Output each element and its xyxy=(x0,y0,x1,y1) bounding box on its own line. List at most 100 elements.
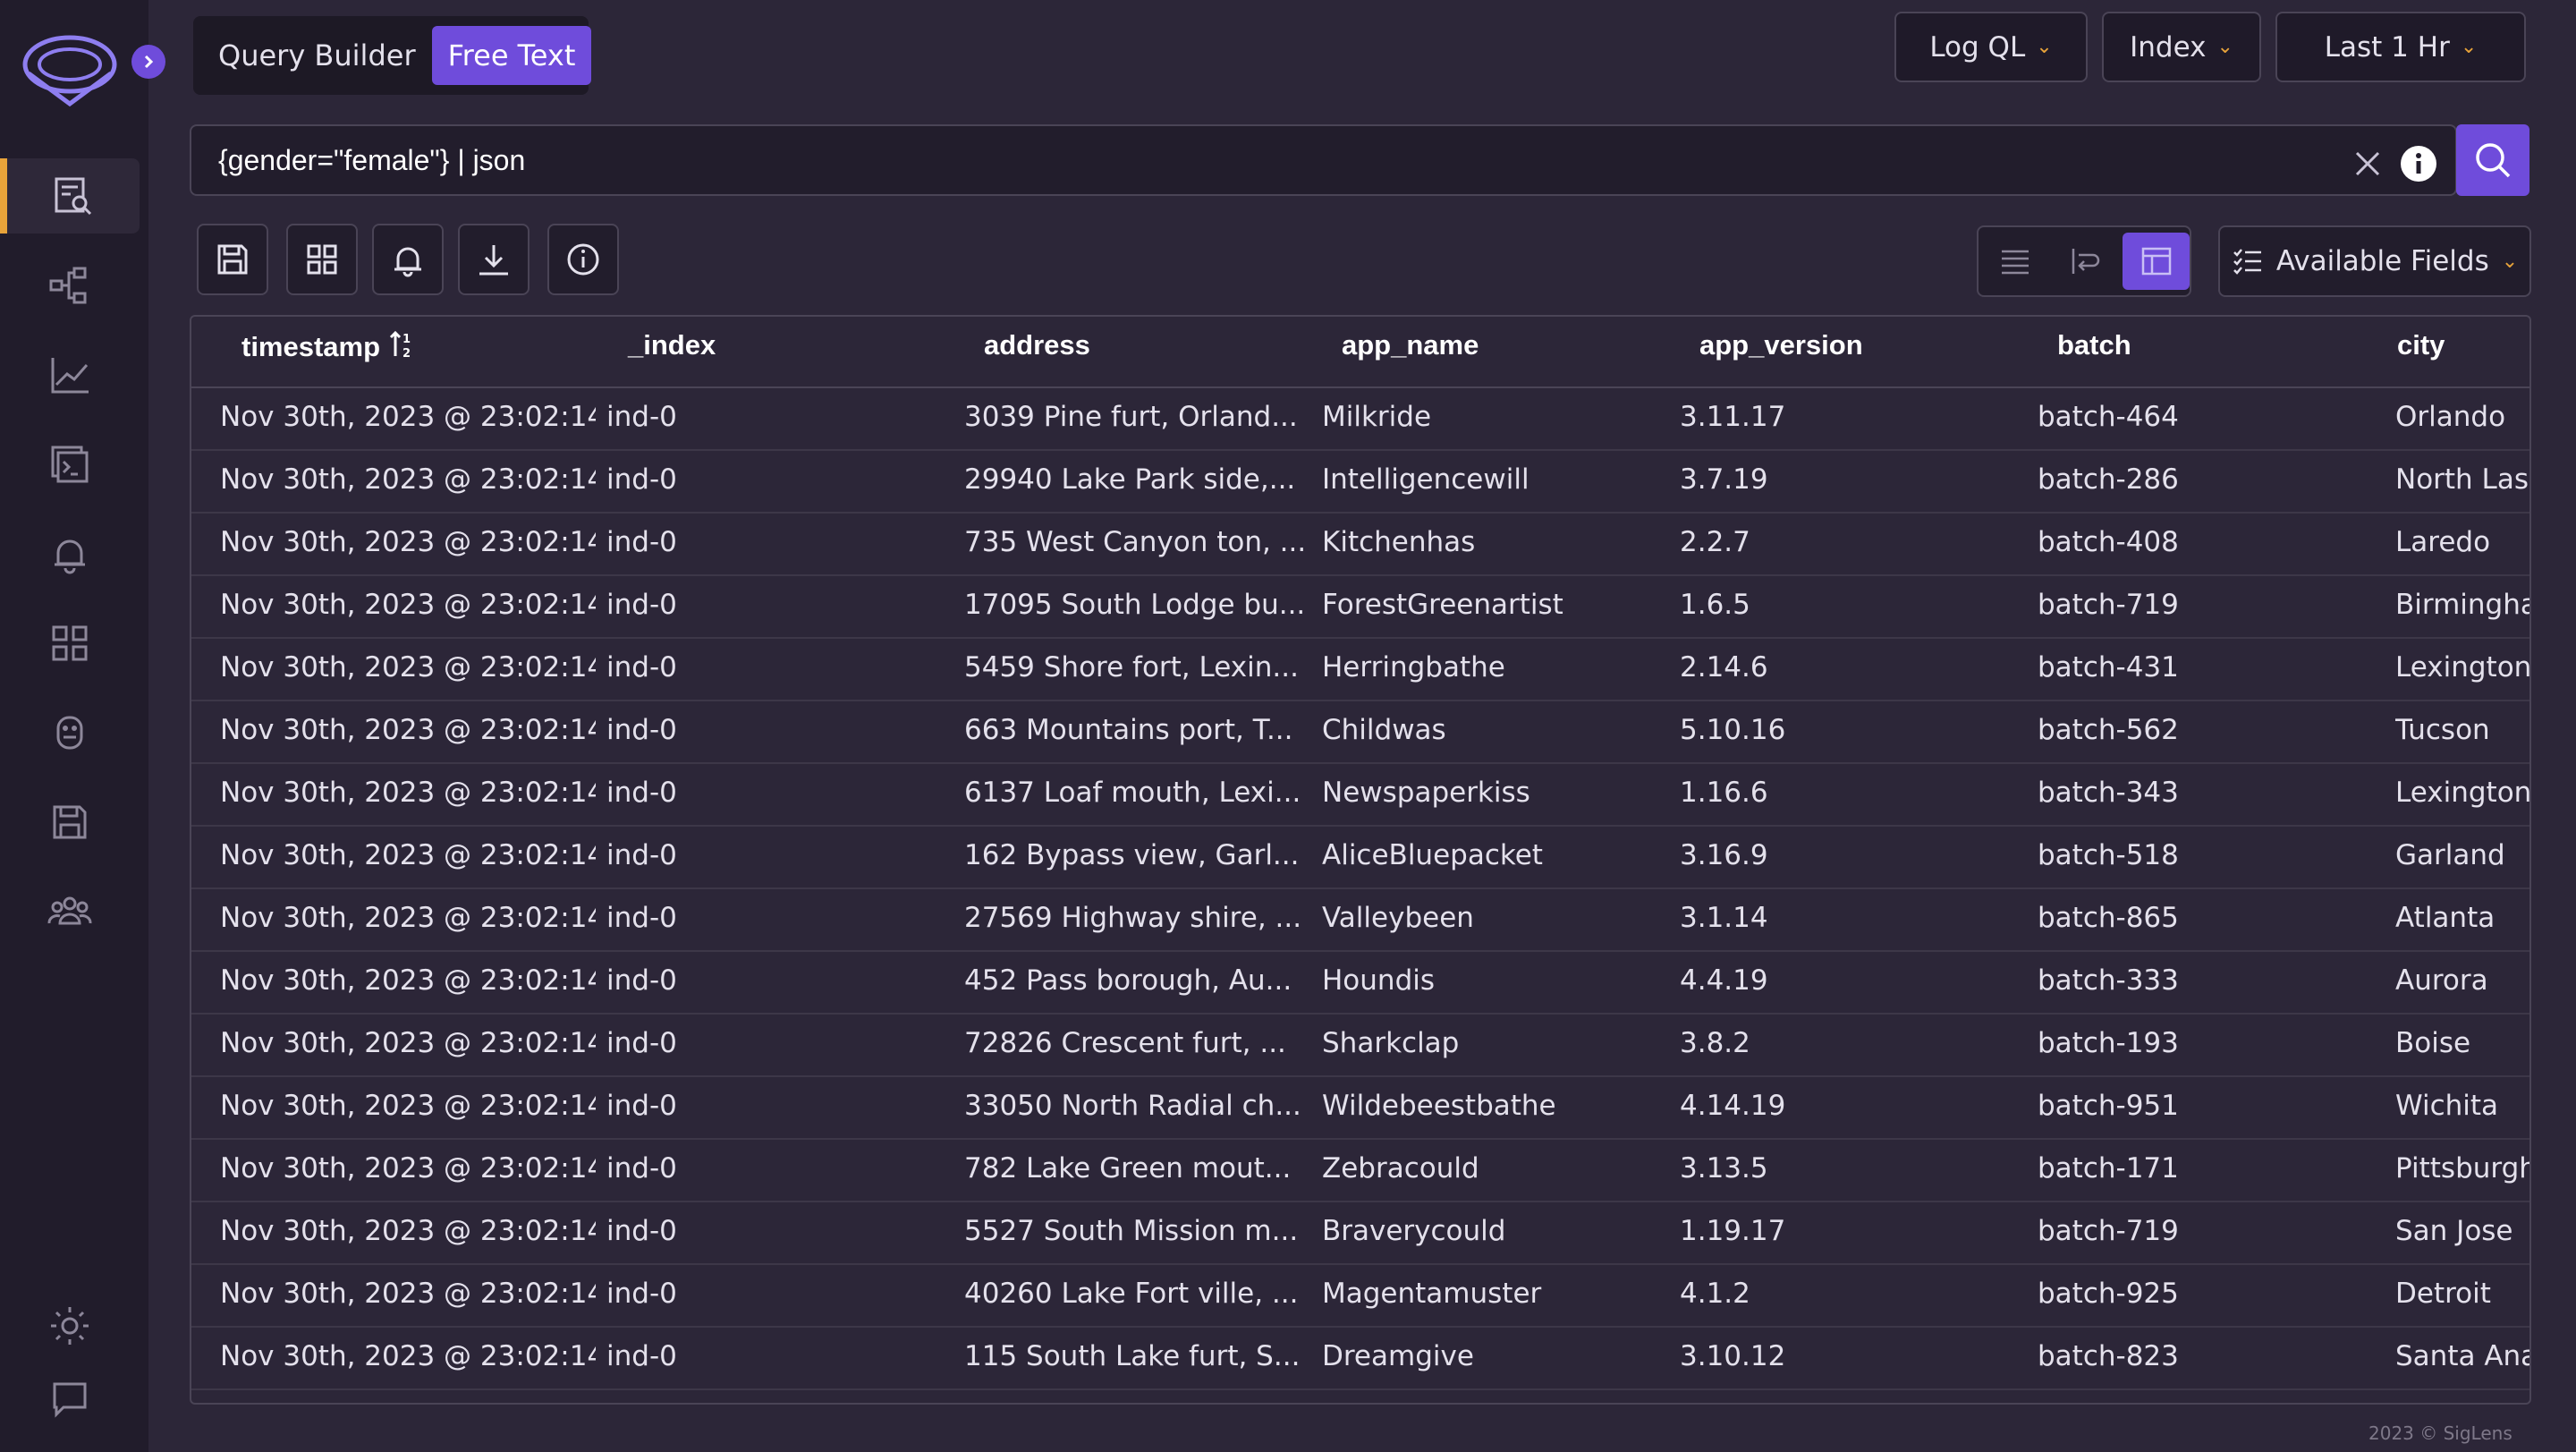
column-header-city[interactable]: city xyxy=(2397,329,2445,361)
query-input[interactable] xyxy=(218,126,2275,194)
table-row[interactable]: Nov 30th, 2023 @ 23:02:14 ind-0 5527 South… xyxy=(191,1202,2529,1265)
table-cell-index: ind-0 xyxy=(606,526,677,558)
table-cell-appname: Childwas xyxy=(1322,714,1446,746)
time-range-dropdown[interactable]: Last 1 Hr ⌄ xyxy=(2275,12,2526,82)
info-icon xyxy=(567,243,599,276)
table-row[interactable]: Nov 30th, 2023 @ 23:02:14 ind-0 663 Mounta… xyxy=(191,701,2529,764)
header-divider xyxy=(191,386,2529,388)
search-icon xyxy=(2476,143,2511,178)
sort-ascending-icon[interactable]: 12 xyxy=(388,329,419,361)
query-language-dropdown[interactable]: Log QL ⌄ xyxy=(1894,12,2088,82)
table-cell-appversion: 4.14.19 xyxy=(1680,1090,1786,1122)
table-row[interactable]: Nov 30th, 2023 @ 23:02:14 ind-0 33050 Nort… xyxy=(191,1077,2529,1140)
table-cell-appversion: 2.14.6 xyxy=(1680,651,1768,684)
table-cell-timestamp: Nov 30th, 2023 @ 23:02:14 xyxy=(220,1340,596,1372)
table-cell-appname: Braverycould xyxy=(1322,1215,1506,1247)
table-cell-batch: batch-719 xyxy=(2038,1215,2179,1247)
table-cell-batch: batch-171 xyxy=(2038,1152,2179,1185)
table-row[interactable]: Nov 30th, 2023 @ 23:02:14 ind-0 3039 Pine … xyxy=(191,388,2529,451)
free-text-tab[interactable]: Free Text xyxy=(431,26,592,85)
table-row[interactable]: Nov 30th, 2023 @ 23:02:14 ind-0 162 Bypass… xyxy=(191,827,2529,889)
download-button[interactable] xyxy=(458,224,530,295)
table-row[interactable]: Nov 30th, 2023 @ 23:02:14 ind-0 17095 Sout… xyxy=(191,576,2529,639)
table-row[interactable]: Nov 30th, 2023 @ 23:02:14 ind-0 29940 Lake… xyxy=(191,451,2529,514)
table-cell-appversion: 3.10.12 xyxy=(1680,1340,1786,1372)
nav-users[interactable] xyxy=(0,874,140,949)
table-cell-batch: batch-823 xyxy=(2038,1340,2179,1372)
table-view-button[interactable] xyxy=(2123,233,2190,290)
column-header-app-name[interactable]: app_name xyxy=(1342,329,1479,361)
table-cell-appname: Magentamuster xyxy=(1322,1278,1542,1310)
index-dropdown[interactable]: Index ⌄ xyxy=(2102,12,2261,82)
table-cell-city: Wichita xyxy=(2395,1090,2499,1122)
table-cell-address: 6137 Loaf mouth, Lexi... xyxy=(964,777,1301,809)
table-cell-timestamp: Nov 30th, 2023 @ 23:02:14 xyxy=(220,651,596,684)
table-cell-timestamp: Nov 30th, 2023 @ 23:02:14 xyxy=(220,1278,596,1310)
bell-icon xyxy=(394,247,421,277)
table-cell-address: 452 Pass borough, Au... xyxy=(964,964,1292,997)
info-button[interactable] xyxy=(547,224,619,295)
expand-sidebar-button[interactable] xyxy=(131,45,165,79)
nav-service-graph[interactable] xyxy=(0,248,140,323)
column-header-app-version[interactable]: app_version xyxy=(1699,329,1863,361)
table-row[interactable]: Nov 30th, 2023 @ 23:02:14 ind-0 40260 Lake… xyxy=(191,1265,2529,1328)
table-row[interactable]: Nov 30th, 2023 @ 23:02:14 ind-0 5459 Shore… xyxy=(191,639,2529,701)
checklist-icon xyxy=(2233,249,2261,275)
nav-queries[interactable] xyxy=(0,427,140,502)
table-cell-timestamp: Nov 30th, 2023 @ 23:02:14 xyxy=(220,839,596,871)
table-row[interactable]: Nov 30th, 2023 @ 23:02:14 ind-0 27569 High… xyxy=(191,889,2529,952)
table-cell-index: ind-0 xyxy=(606,1215,677,1247)
theme-toggle[interactable] xyxy=(0,1288,140,1363)
feedback-button[interactable] xyxy=(0,1362,140,1437)
column-header-address[interactable]: address xyxy=(984,329,1090,361)
multi-line-view-button[interactable] xyxy=(2053,233,2120,290)
create-alert-button[interactable] xyxy=(372,224,444,295)
table-row[interactable]: Nov 30th, 2023 @ 23:02:14 ind-0 735 West C… xyxy=(191,514,2529,576)
column-header-index[interactable]: _index xyxy=(628,329,716,361)
table-row[interactable]: Nov 30th, 2023 @ 23:02:14 ind-0 452 Pass b… xyxy=(191,952,2529,1015)
table-cell-batch: batch-518 xyxy=(2038,839,2179,871)
table-cell-batch: batch-408 xyxy=(2038,526,2179,558)
table-cell-city: Boise xyxy=(2395,1027,2471,1059)
available-fields-label: Available Fields xyxy=(2275,245,2489,277)
table-cell-batch: batch-333 xyxy=(2038,964,2179,997)
run-query-button[interactable] xyxy=(2456,124,2529,196)
add-to-dashboard-button[interactable] xyxy=(286,224,358,295)
query-builder-tab[interactable]: Query Builder xyxy=(218,38,416,72)
table-cell-index: ind-0 xyxy=(606,839,677,871)
table-cell-timestamp: Nov 30th, 2023 @ 23:02:14 xyxy=(220,463,596,496)
table-cell-city: Birmingha xyxy=(2395,589,2531,621)
table-row[interactable]: Nov 30th, 2023 @ 23:02:14 ind-0 6137 Loaf … xyxy=(191,764,2529,827)
nav-saved-queries[interactable] xyxy=(0,785,140,860)
save-query-button[interactable] xyxy=(197,224,268,295)
table-row[interactable]: Nov 30th, 2023 @ 23:02:14 ind-0 72826 Cres… xyxy=(191,1015,2529,1077)
table-cell-city: Detroit xyxy=(2395,1278,2491,1310)
single-line-view-button[interactable] xyxy=(1982,233,2049,290)
table-cell-appname: Valleybeen xyxy=(1322,902,1474,934)
nav-logs-search[interactable] xyxy=(0,158,140,234)
nav-minion[interactable] xyxy=(0,695,140,770)
view-mode-toggle xyxy=(1977,225,2191,297)
nav-alerts[interactable] xyxy=(0,516,140,591)
query-info-icon[interactable] xyxy=(2400,145,2437,183)
nav-dashboards[interactable] xyxy=(0,606,140,681)
available-fields-button[interactable]: Available Fields ⌄ xyxy=(2218,225,2531,297)
table-cell-timestamp: Nov 30th, 2023 @ 23:02:14 xyxy=(220,401,596,433)
search-bar xyxy=(190,124,2457,196)
table-cell-city: San Jose xyxy=(2395,1215,2513,1247)
table-row[interactable]: Nov 30th, 2023 @ 23:02:14 ind-0 115 South … xyxy=(191,1328,2529,1390)
svg-text:2: 2 xyxy=(402,347,411,360)
table-cell-appname: Herringbathe xyxy=(1322,651,1505,684)
table-cell-timestamp: Nov 30th, 2023 @ 23:02:14 xyxy=(220,526,596,558)
table-row[interactable]: Nov 30th, 2023 @ 23:02:14 ind-0 782 Lake G… xyxy=(191,1140,2529,1202)
nav-metrics[interactable] xyxy=(0,337,140,412)
table-cell-timestamp: Nov 30th, 2023 @ 23:02:14 xyxy=(220,1215,596,1247)
table-cell-batch: batch-925 xyxy=(2038,1278,2179,1310)
table-cell-city: North Las xyxy=(2395,463,2529,496)
column-header-batch[interactable]: batch xyxy=(2057,329,2131,361)
table-cell-address: 17095 South Lodge bu... xyxy=(964,589,1304,621)
table-cell-timestamp: Nov 30th, 2023 @ 23:02:14 xyxy=(220,589,596,621)
clear-query-icon[interactable] xyxy=(2352,149,2383,179)
table-cell-appversion: 5.10.16 xyxy=(1680,714,1786,746)
